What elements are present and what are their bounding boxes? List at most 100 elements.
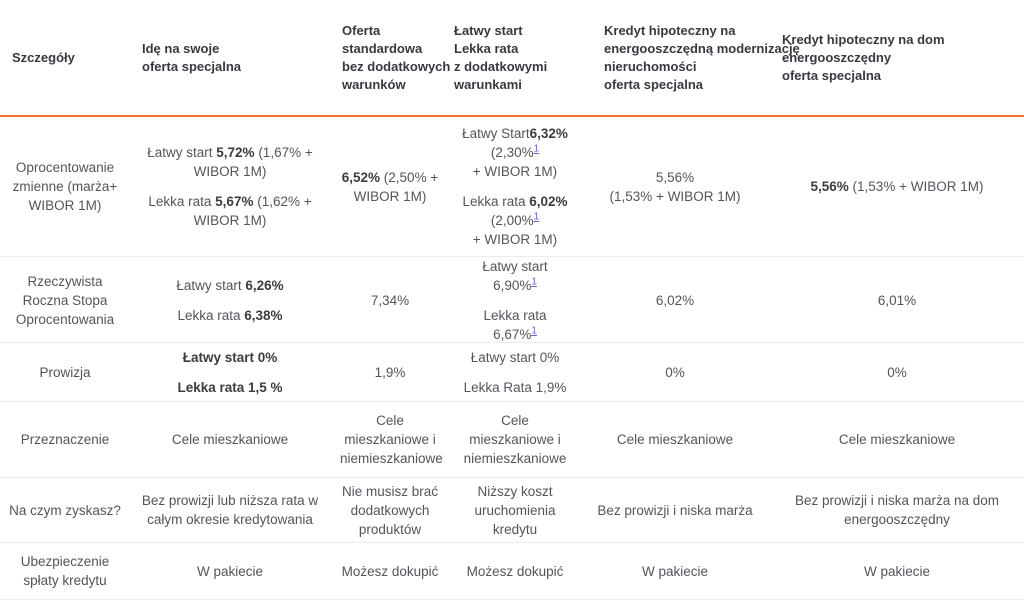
value-text: Cele mieszkaniowe xyxy=(616,432,734,447)
cell-eko-modernizacja: 5,56% (1,53% + WIBOR 1M) xyxy=(580,168,770,206)
cell-paragraph: 1,9% xyxy=(375,363,406,382)
cell-paragraph: Cele mieszkaniowe xyxy=(839,430,955,449)
table-row: Na czym zyskasz? Bez prowizji lub niższa … xyxy=(0,478,1024,543)
value-text: 7,34% xyxy=(370,293,410,308)
column-header-oferta-standardowa: Oferta standardowa bez dodatkowych warun… xyxy=(342,22,451,92)
cell-eko-dom: W pakiecie xyxy=(770,562,1024,581)
cell-latwy-start-lekka-rata: Łatwy start 6,90%1 Lekka rata 6,67%1 xyxy=(450,257,580,344)
cell-oferta-standardowa: Możesz dokupić xyxy=(330,562,450,581)
cell-ide-na-swoje: Bez prowizji lub niższa rata w całym okr… xyxy=(130,491,330,529)
value-text: Łatwy start xyxy=(176,278,246,293)
cell-eko-dom: Cele mieszkaniowe xyxy=(770,430,1024,449)
value-text: Niższy koszt uruchomienia kredytu xyxy=(474,483,556,537)
value-text: (1,67% + WIBOR 1M) xyxy=(193,145,313,179)
cell-paragraph: Cele mieszkaniowe xyxy=(617,430,733,449)
value-text: Cele mieszkaniowe xyxy=(838,432,956,447)
row-label: Rzeczywista Roczna Stopa Oprocentowania xyxy=(15,274,115,327)
cell-paragraph: 6,02% xyxy=(656,291,694,310)
footnote-link-1[interactable]: 1 xyxy=(533,143,540,155)
value-bold: 6,32% xyxy=(529,126,568,141)
value-bold: 5,56% xyxy=(810,179,849,194)
column-header-eko-modernizacja: Kredyt hipoteczny na energooszczędną mod… xyxy=(604,22,800,92)
row-label: Oprocentowanie zmienne (marża+ WIBOR 1M) xyxy=(12,160,118,213)
cell-paragraph: 5,56% (1,53% + WIBOR 1M) xyxy=(811,177,984,196)
cell-paragraph: Łatwy start 6,26% xyxy=(176,276,283,295)
footnote-link-1[interactable]: 1 xyxy=(531,325,537,337)
cell-latwy-start-lekka-rata: Łatwy Start6,32% (2,30%1 + WIBOR 1M) Lekka … xyxy=(450,124,580,249)
cell-eko-dom: 6,01% xyxy=(770,291,1024,310)
value-text: Lekka rata 6,67% xyxy=(483,308,547,342)
cell-paragraph: Łatwy Start6,32% (2,30%1 + WIBOR 1M) xyxy=(462,124,568,181)
cell-paragraph: Łatwy start 0% xyxy=(464,348,567,367)
cell-latwy-start-lekka-rata: Cele mieszkaniowe i niemieszkaniowe xyxy=(450,411,580,468)
cell-latwy-start-lekka-rata: Łatwy start 0% Lekka Rata 1,9% xyxy=(450,348,580,397)
cell-paragraph: Łatwy start 6,90%1 xyxy=(462,257,568,295)
value-bold: Lekka rata 1,5 % xyxy=(177,379,283,395)
value-text: W pakiecie xyxy=(863,563,931,579)
column-header-ide-na-swoje: Idę na swoje oferta specjalna xyxy=(142,40,241,74)
value-text: Łatwy start xyxy=(147,145,217,160)
cell-paragraph: Nie musisz brać dodatkowych produktów xyxy=(340,482,440,539)
cell-paragraph: Bez prowizji lub niższa rata w całym okr… xyxy=(140,491,320,529)
cell-eko-dom: 0% xyxy=(770,363,1024,382)
cell-paragraph: Łatwy start 0% xyxy=(177,348,282,367)
cell-paragraph: Niższy koszt uruchomienia kredytu xyxy=(462,482,568,539)
cell-paragraph: 6,52% (2,50% + WIBOR 1M) xyxy=(340,168,440,206)
cell-paragraph: Łatwy start 5,72% (1,67% + WIBOR 1M) xyxy=(140,143,320,181)
column-header-eko-dom: Kredyt hipoteczny na dom energooszczędny… xyxy=(782,31,945,83)
cell-ide-na-swoje: Łatwy start 6,26% Lekka rata 6,38% xyxy=(130,276,330,325)
row-label: Przeznaczenie xyxy=(20,432,110,447)
value-text: Bez prowizji i niska marża xyxy=(597,502,753,518)
cell-latwy-start-lekka-rata: Niższy koszt uruchomienia kredytu xyxy=(450,482,580,539)
cell-eko-modernizacja: 0% xyxy=(580,363,770,382)
value-bold: 6,02% xyxy=(529,194,568,209)
value-text: (2,50% + WIBOR 1M) xyxy=(353,169,439,204)
value-text: 0% xyxy=(887,364,907,380)
value-text: (2,00% xyxy=(490,213,534,228)
row-label: Ubezpieczenie spłaty kredytu xyxy=(20,554,110,588)
cell-paragraph: Cele mieszkaniowe i niemieszkaniowe xyxy=(462,411,568,468)
table-row: Oprocentowanie zmienne (marża+ WIBOR 1M)… xyxy=(0,117,1024,257)
value-text: Cele mieszkaniowe xyxy=(171,432,289,447)
value-text: (1,62% + WIBOR 1M) xyxy=(193,194,312,228)
cell-oferta-standardowa: Cele mieszkaniowe i niemieszkaniowe xyxy=(330,411,450,468)
cell-paragraph: Bez prowizji i niska marża xyxy=(597,501,752,520)
footnote-link-1[interactable]: 1 xyxy=(533,211,540,223)
value-text: (1,53% + WIBOR 1M) xyxy=(609,188,741,204)
value-text: 0% xyxy=(665,364,685,380)
table-row: Prowizja Łatwy start 0% Lekka rata 1,5 % 1,… xyxy=(0,343,1024,402)
cell-paragraph: Lekka rata 6,38% xyxy=(176,306,283,325)
value-text: Nie musisz brać dodatkowych produktów xyxy=(341,483,439,537)
value-text: Cele mieszkaniowe i niemieszkaniowe xyxy=(340,413,443,466)
value-text: 5,56% xyxy=(655,169,695,185)
value-text: Lekka Rata 1,9% xyxy=(463,379,567,395)
cell-paragraph: 5,56% (1,53% + WIBOR 1M) xyxy=(610,168,741,206)
cell-ide-na-swoje: W pakiecie xyxy=(130,562,330,581)
cell-paragraph: Lekka rata 6,67%1 xyxy=(462,306,568,344)
row-label: Prowizja xyxy=(39,364,91,380)
row-label: Na czym zyskasz? xyxy=(9,502,121,518)
cell-paragraph: 7,34% xyxy=(371,291,409,310)
footnote-link-1[interactable]: 1 xyxy=(531,276,537,288)
table-row: Rzeczywista Roczna Stopa Oprocentowania Ł… xyxy=(0,257,1024,343)
cell-oferta-standardowa: 6,52% (2,50% + WIBOR 1M) xyxy=(330,168,450,206)
cell-eko-modernizacja: Cele mieszkaniowe xyxy=(580,430,770,449)
cell-paragraph: W pakiecie xyxy=(197,562,263,581)
cell-paragraph: Lekka rata 6,02% (2,00%1 + WIBOR 1M) xyxy=(462,192,568,249)
cell-ide-na-swoje: Cele mieszkaniowe xyxy=(130,430,330,449)
cell-eko-dom: 5,56% (1,53% + WIBOR 1M) xyxy=(770,177,1024,196)
clipped-text-fragment xyxy=(596,607,686,613)
cell-eko-modernizacja: W pakiecie xyxy=(580,562,770,581)
cell-paragraph: 0% xyxy=(887,363,907,382)
cell-paragraph: Bez prowizji i niska marża na dom energo… xyxy=(780,491,1014,529)
cell-paragraph: Cele mieszkaniowe i niemieszkaniowe xyxy=(340,411,443,468)
value-text: 1,9% xyxy=(374,364,406,380)
table-row: Przeznaczenie Cele mieszkaniowe Cele miesz… xyxy=(0,402,1024,478)
value-text: W pakiecie xyxy=(196,563,264,579)
value-bold: Łatwy start 0% xyxy=(182,349,278,365)
cell-paragraph: Cele mieszkaniowe xyxy=(172,430,288,449)
cell-paragraph: Lekka rata 5,67% (1,62% + WIBOR 1M) xyxy=(140,192,320,230)
value-text: Możesz dokupić xyxy=(341,563,439,579)
cell-oferta-standardowa: 1,9% xyxy=(330,363,450,382)
